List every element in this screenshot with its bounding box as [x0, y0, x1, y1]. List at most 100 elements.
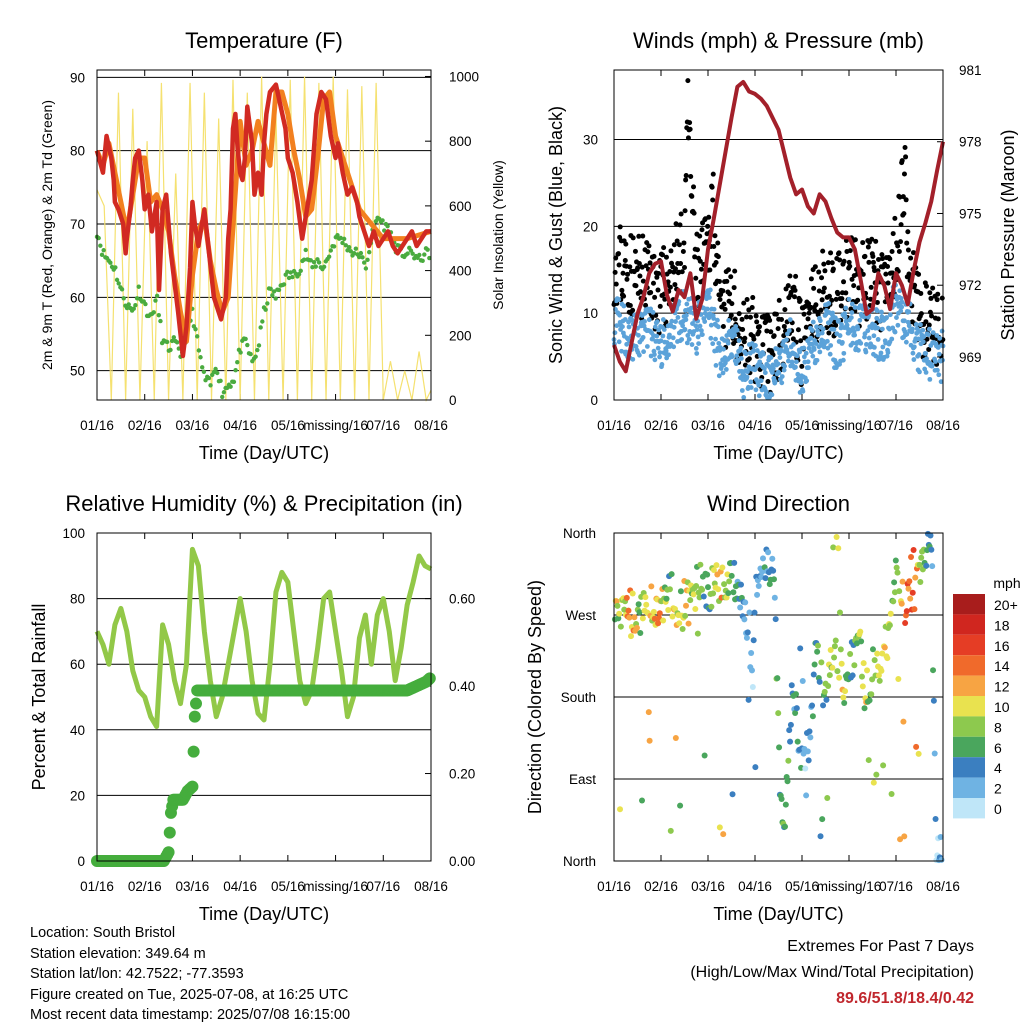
series-direction-point	[878, 667, 885, 674]
series-sonic-wind-point	[794, 353, 800, 359]
series-2m-td-point	[208, 383, 213, 388]
series-sonic-wind-point	[729, 354, 735, 360]
series-direction-point	[880, 762, 887, 769]
series-sonic-wind-point	[801, 354, 807, 360]
series-direction-point	[859, 683, 866, 690]
series-gust-point	[751, 336, 757, 342]
series-sonic-wind-point	[810, 319, 816, 325]
series-gust-point	[806, 310, 812, 316]
series-2m-td-point	[169, 338, 175, 344]
series-gust-point	[901, 171, 907, 177]
series-sonic-wind-point	[820, 326, 826, 332]
series-sonic-wind-point	[738, 345, 744, 351]
series-sonic-wind-point	[906, 323, 912, 329]
series-gust-point	[926, 322, 932, 328]
series-direction-point	[668, 571, 675, 578]
series-2m-td-point	[405, 251, 410, 256]
series-gust-point	[740, 326, 746, 332]
series-gust-point	[851, 283, 857, 289]
series-2m-td-point	[171, 335, 177, 340]
series-sonic-wind-point	[781, 367, 787, 373]
series-sonic-wind-point	[753, 343, 758, 348]
series-gust-point	[712, 233, 718, 239]
series-gust-point	[720, 288, 726, 294]
series-sonic-wind-point	[658, 338, 664, 344]
series-sonic-wind-point	[828, 343, 834, 348]
series-gust-point	[816, 288, 822, 294]
series-gust-point	[898, 239, 904, 245]
y2-tick-label: 800	[449, 134, 472, 149]
series-sonic-wind-point	[878, 350, 884, 356]
series-direction-point	[743, 634, 750, 641]
series-2m-td-point	[220, 394, 225, 400]
series-direction-point	[716, 824, 723, 831]
series-sonic-wind-point	[777, 355, 783, 360]
extremes-block: Extremes For Past 7 Days (High/Low/Max W…	[690, 934, 974, 1012]
series-direction-point	[913, 743, 920, 750]
series-2m-td-point	[133, 303, 138, 308]
x-tick-label: missing/16	[303, 418, 368, 433]
series-2m-td-point	[346, 245, 352, 250]
series-gust-point	[773, 311, 779, 317]
series-sonic-wind-point	[892, 329, 898, 335]
series-2m-td-point	[256, 343, 262, 348]
series-direction-point	[841, 699, 848, 706]
series-gust-point	[742, 335, 748, 341]
series-gust-point	[672, 282, 678, 288]
series-gust-point	[860, 240, 866, 246]
series-gust-point	[683, 177, 689, 183]
series-sonic-wind-point	[733, 324, 739, 329]
series-direction-point	[809, 713, 816, 720]
series-total-rainfall-point	[188, 710, 201, 723]
series-sonic-wind-point	[696, 341, 701, 346]
series-direction-point	[836, 609, 843, 616]
series-sonic-wind-point	[814, 357, 820, 363]
y-tick-label: 10	[583, 306, 598, 321]
series-gust-point	[791, 294, 797, 300]
series-direction-point	[665, 607, 672, 614]
series-gust-point	[828, 250, 834, 256]
legend-label: 8	[994, 719, 1002, 735]
series-direction-point	[614, 602, 621, 609]
series-gust-point	[747, 314, 753, 320]
series-2m-td-point	[365, 257, 370, 263]
series-sonic-wind-point	[661, 327, 667, 332]
series-direction-point	[831, 643, 838, 650]
y-tick-label: South	[561, 690, 596, 705]
series-sonic-wind-point	[710, 341, 716, 347]
series-sonic-wind-point	[675, 315, 681, 320]
x-tick-label: 05/16	[785, 418, 819, 433]
series-direction-point	[631, 614, 638, 621]
series-2m-td-point	[154, 293, 160, 299]
series-direction-point	[911, 606, 918, 613]
series-sonic-wind-point	[840, 357, 846, 363]
series-sonic-wind-point	[906, 309, 912, 315]
series-gust-point	[870, 253, 876, 259]
series-gust-point	[918, 290, 924, 296]
chart-title: Winds (mph) & Pressure (mb)	[633, 28, 924, 53]
y-tick-label: North	[563, 526, 596, 541]
series-gust-point	[768, 329, 774, 335]
x-tick-label: 05/16	[271, 879, 305, 894]
series-gust-point	[667, 269, 673, 275]
series-2m-td-point	[126, 302, 131, 307]
series-gust-point	[899, 158, 905, 164]
series-direction-point	[650, 608, 657, 615]
series-sonic-wind-point	[813, 341, 819, 347]
series-direction-point	[930, 697, 937, 704]
series-sonic-wind-point	[707, 287, 713, 293]
series-sonic-wind-point	[894, 315, 899, 320]
legend-swatch	[953, 777, 985, 798]
series-gust-point	[746, 356, 752, 362]
series-sonic-wind-point	[655, 345, 661, 351]
y-tick-label: 50	[70, 364, 85, 379]
series-gust-point	[924, 336, 930, 342]
series-direction-point	[639, 615, 646, 622]
series-gust-point	[862, 253, 868, 259]
series-2m-td-point	[422, 252, 427, 257]
series-sonic-wind-point	[745, 369, 750, 375]
series-gust-point	[722, 306, 728, 312]
series-sonic-wind-point	[697, 323, 703, 329]
series-2m-td-point	[313, 264, 318, 269]
